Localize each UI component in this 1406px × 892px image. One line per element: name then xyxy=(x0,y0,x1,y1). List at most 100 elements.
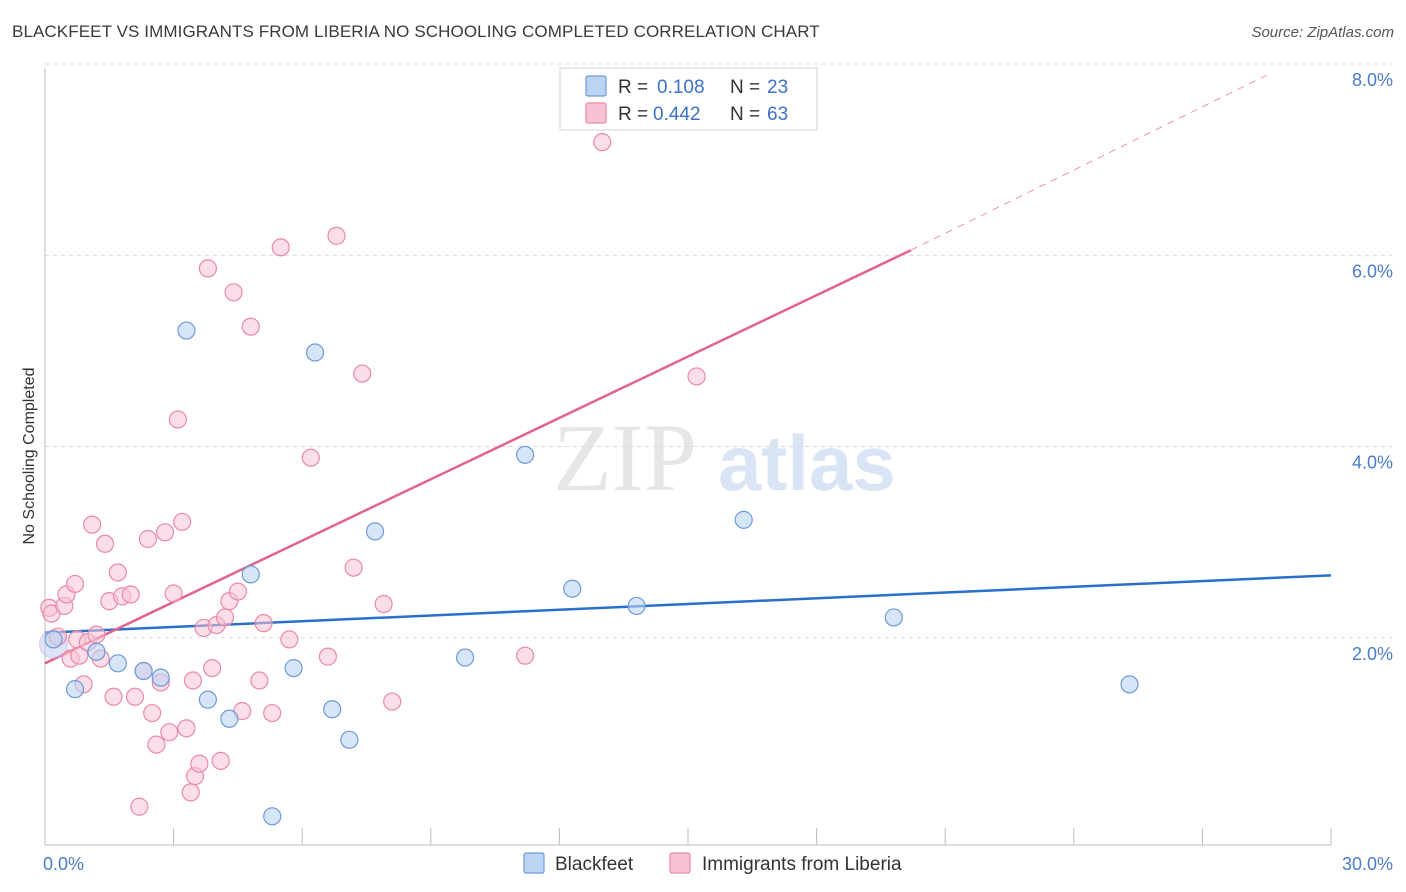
point-liberia xyxy=(108,563,127,582)
watermark: ZIP atlas xyxy=(553,404,896,511)
y-tick-label: 2.0% xyxy=(1352,644,1393,664)
point-blackfeet xyxy=(1120,675,1139,694)
point-liberia xyxy=(104,687,123,706)
point-blackfeet xyxy=(108,654,127,673)
point-blackfeet xyxy=(198,690,217,709)
point-blackfeet xyxy=(241,565,260,584)
point-liberia xyxy=(250,671,269,690)
tick-labels: 2.0% 4.0% 6.0% 8.0% 0.0% 30.0% xyxy=(43,70,1393,874)
point-liberia xyxy=(147,735,166,754)
y-tick-label: 6.0% xyxy=(1352,261,1393,281)
point-liberia xyxy=(125,687,145,706)
bottom-legend-label-liberia: Immigrants from Liberia xyxy=(702,854,902,875)
grid-lines xyxy=(45,63,1392,639)
point-liberia xyxy=(173,512,192,531)
trend-line-liberia xyxy=(44,249,912,665)
point-blackfeet xyxy=(87,642,106,661)
point-liberia xyxy=(183,671,202,690)
point-blackfeet xyxy=(134,661,153,681)
point-blackfeet xyxy=(734,510,753,529)
point-liberia xyxy=(164,584,183,603)
point-liberia xyxy=(263,703,282,723)
point-liberia xyxy=(318,647,338,666)
point-liberia xyxy=(383,692,402,711)
point-liberia xyxy=(353,364,372,383)
legend-r-label-liberia: R = xyxy=(618,104,648,125)
bottom-legend-swatch-liberia xyxy=(669,852,691,874)
point-blackfeet xyxy=(305,343,325,362)
point-liberia xyxy=(130,797,149,816)
point-liberia xyxy=(203,658,222,678)
point-blackfeet xyxy=(263,807,282,826)
point-blackfeet xyxy=(365,522,385,541)
point-blackfeet xyxy=(563,579,582,598)
point-liberia xyxy=(211,751,230,770)
chart-title: BLACKFEET VS IMMIGRANTS FROM LIBERIA NO … xyxy=(12,22,820,41)
point-liberia xyxy=(215,608,235,627)
point-blackfeet xyxy=(455,648,475,667)
legend-n-label-blackfeet: N = xyxy=(730,77,760,98)
point-liberia xyxy=(254,614,273,633)
legend-r-value-blackfeet: 0.108 xyxy=(657,77,705,98)
axes xyxy=(44,68,1332,846)
point-liberia xyxy=(374,594,393,614)
point-blackfeet xyxy=(340,730,359,749)
point-blackfeet xyxy=(884,608,903,627)
y-tick-label: 8.0% xyxy=(1352,70,1393,90)
point-liberia xyxy=(224,283,243,302)
point-liberia xyxy=(271,238,290,257)
point-liberia xyxy=(160,723,179,742)
point-blackfeet xyxy=(220,709,239,728)
x-tick-label: 30.0% xyxy=(1342,854,1393,874)
source-credit: Source: ZipAtlas.com xyxy=(1251,24,1394,41)
point-liberia xyxy=(327,226,346,245)
series-legend: Blackfeet Immigrants from Liberia xyxy=(523,852,902,875)
y-axis-label: No Schooling Completed xyxy=(21,368,38,545)
point-liberia xyxy=(177,719,196,738)
point-liberia xyxy=(198,259,217,278)
point-liberia xyxy=(190,754,209,773)
point-liberia xyxy=(65,574,85,594)
trend-line-liberia-extension xyxy=(910,74,1267,251)
data-points xyxy=(38,133,1139,826)
watermark-zip: ZIP xyxy=(553,404,697,511)
point-blackfeet xyxy=(516,445,535,464)
point-liberia xyxy=(301,448,320,467)
point-blackfeet xyxy=(65,680,85,699)
legend-n-value-blackfeet: 23 xyxy=(767,77,788,98)
point-liberia xyxy=(280,630,299,649)
point-liberia xyxy=(138,529,157,549)
point-liberia xyxy=(344,558,363,577)
point-liberia xyxy=(168,410,187,429)
point-liberia xyxy=(228,582,247,601)
point-liberia xyxy=(87,625,106,644)
bottom-legend-swatch-blackfeet xyxy=(523,852,545,874)
point-liberia xyxy=(687,367,706,386)
y-tick-label: 4.0% xyxy=(1352,453,1393,473)
watermark-atlas: atlas xyxy=(718,419,896,507)
point-liberia xyxy=(121,585,140,604)
point-liberia xyxy=(593,133,612,152)
point-blackfeet xyxy=(151,668,170,687)
point-liberia xyxy=(143,703,162,723)
point-liberia xyxy=(155,523,175,542)
trend-lines xyxy=(44,74,1332,665)
legend-n-label-liberia: N = xyxy=(730,104,760,125)
bottom-legend-label-blackfeet: Blackfeet xyxy=(555,854,634,875)
point-blackfeet xyxy=(323,700,342,719)
legend-swatch-blackfeet xyxy=(585,75,607,97)
x-tick-label: 0.0% xyxy=(43,854,84,874)
legend-r-label-blackfeet: R = xyxy=(618,77,648,98)
legend-n-value-liberia: 63 xyxy=(767,104,788,125)
stats-legend: R = 0.108 N = 23 R = 0.442 N = 63 xyxy=(559,67,818,131)
point-liberia xyxy=(70,646,89,665)
point-liberia xyxy=(181,783,200,802)
legend-swatch-liberia xyxy=(585,102,607,124)
legend-r-value-liberia: 0.442 xyxy=(653,104,701,125)
point-blackfeet xyxy=(627,596,646,616)
point-liberia xyxy=(95,534,115,553)
point-blackfeet xyxy=(44,630,63,649)
point-blackfeet xyxy=(284,658,303,678)
point-liberia xyxy=(83,515,102,534)
